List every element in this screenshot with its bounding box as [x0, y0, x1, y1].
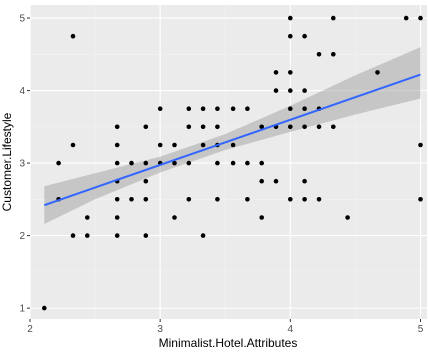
- data-point: [288, 197, 293, 202]
- data-point: [186, 197, 192, 202]
- data-point: [375, 70, 380, 75]
- x-tick-label: 3: [157, 324, 163, 335]
- data-point: [245, 106, 250, 111]
- data-point: [259, 124, 265, 130]
- data-point: [114, 124, 120, 130]
- data-point: [186, 160, 192, 166]
- data-point: [215, 197, 220, 202]
- minor-gridlines: [30, 5, 427, 319]
- data-point: [215, 124, 220, 130]
- data-point: [215, 106, 220, 111]
- data-point: [200, 124, 206, 130]
- confidence-band: [44, 47, 421, 224]
- data-point: [143, 160, 149, 166]
- data-point: [259, 160, 265, 166]
- data-point: [302, 178, 307, 184]
- y-tick-label: 2: [19, 231, 25, 242]
- data-point: [288, 33, 293, 39]
- data-point: [200, 233, 206, 238]
- data-point: [230, 160, 236, 166]
- fit-line-layer: [43, 73, 421, 207]
- data-point: [288, 124, 293, 130]
- data-point: [129, 160, 134, 166]
- data-point: [302, 106, 307, 111]
- data-point: [302, 33, 307, 39]
- data-point: [245, 197, 250, 202]
- data-point: [288, 15, 293, 21]
- data-point: [331, 15, 336, 21]
- data-point: [172, 215, 177, 220]
- data-point: [302, 88, 307, 93]
- data-point: [56, 160, 61, 166]
- data-point: [230, 106, 236, 111]
- data-point: [288, 70, 293, 75]
- data-point: [129, 197, 134, 202]
- x-tick-label: 2: [27, 324, 33, 335]
- data-point: [245, 160, 250, 166]
- confidence-band-layer: [44, 47, 421, 224]
- data-point: [172, 160, 177, 166]
- data-point: [403, 15, 409, 21]
- data-point: [215, 160, 220, 166]
- data-point: [70, 142, 76, 148]
- data-point: [418, 197, 423, 202]
- y-tick-label: 1: [19, 304, 25, 315]
- data-point: [200, 106, 206, 111]
- major-gridlines: [29, 5, 427, 319]
- data-point: [70, 233, 76, 238]
- data-point: [331, 124, 336, 130]
- data-point: [157, 142, 163, 148]
- data-point: [85, 215, 90, 220]
- data-point: [42, 305, 47, 311]
- y-axis-ticks: 1 2 3 4 5: [19, 14, 30, 315]
- y-tick-label: 5: [19, 14, 25, 25]
- y-tick-label: 4: [19, 86, 25, 97]
- data-point: [302, 197, 307, 202]
- data-point: [331, 52, 336, 57]
- data-point: [143, 233, 149, 238]
- data-point: [259, 215, 265, 220]
- y-tick-label: 3: [19, 159, 25, 170]
- data-point: [157, 106, 163, 111]
- data-point: [302, 124, 307, 130]
- data-point: [143, 124, 149, 130]
- data-point: [418, 142, 423, 148]
- data-point: [114, 233, 120, 238]
- data-point: [143, 178, 149, 184]
- data-point: [114, 160, 120, 166]
- data-point: [114, 215, 120, 220]
- data-point: [186, 124, 192, 130]
- data-point: [316, 124, 322, 130]
- data-point: [273, 178, 279, 184]
- data-point: [114, 142, 120, 148]
- data-point: [418, 15, 423, 21]
- data-point: [316, 52, 322, 57]
- data-point: [200, 142, 206, 148]
- x-tick-label: 5: [418, 324, 424, 335]
- plot-panel: [30, 5, 427, 319]
- x-axis-ticks: 2 3 4 5: [27, 319, 424, 335]
- data-point: [230, 142, 236, 148]
- x-axis-title: Minimalist.Hotel.Attributes: [159, 336, 298, 350]
- data-point: [85, 233, 90, 238]
- regression-line: [43, 73, 421, 207]
- data-point: [259, 178, 265, 184]
- data-point: [172, 142, 177, 148]
- data-point: [345, 215, 350, 220]
- data-point: [316, 197, 322, 202]
- x-tick-label: 4: [288, 324, 294, 335]
- data-point: [288, 88, 293, 93]
- data-point: [70, 33, 76, 39]
- y-axis-title: Customer.Lifestyle: [0, 112, 14, 211]
- data-point: [273, 88, 279, 93]
- data-point: [143, 197, 149, 202]
- data-point: [288, 106, 293, 111]
- data-point: [186, 106, 192, 111]
- data-point: [273, 70, 279, 75]
- data-point: [114, 197, 120, 202]
